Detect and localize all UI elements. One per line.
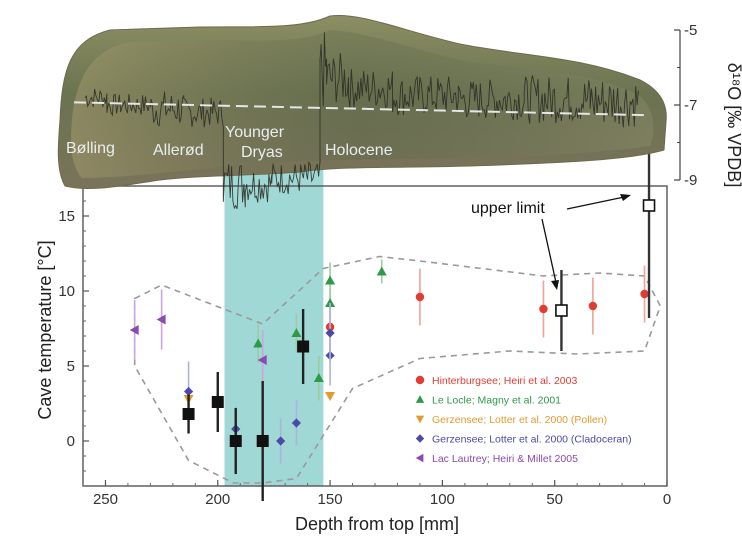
series-1 <box>253 259 387 401</box>
data-point <box>642 199 656 212</box>
data-point <box>555 304 568 317</box>
data-point <box>415 415 425 424</box>
y-axis-title: Cave temperature [°C] <box>35 240 55 419</box>
x-tick-label: 250 <box>93 491 118 508</box>
data-point <box>415 434 425 443</box>
series-0 <box>325 265 649 354</box>
y-tick-label: 0 <box>67 433 75 450</box>
data-point <box>156 314 166 325</box>
data-point <box>291 418 301 428</box>
isotope-tick-label: -9 <box>684 172 697 189</box>
data-point <box>376 266 387 276</box>
isotope-trend-line <box>73 101 646 117</box>
legend-label: Le Locle; Magny et al. 2001 <box>432 395 561 407</box>
data-point <box>256 435 269 447</box>
x-tick-label: 50 <box>546 491 563 508</box>
younger-dryas-band <box>224 150 324 486</box>
isotope-line <box>84 32 639 210</box>
upper-limit-arrow-1 <box>566 195 630 210</box>
data-point <box>588 301 598 311</box>
legend-label: Lac Lautrey; Heiri & Millet 2005 <box>432 453 578 465</box>
period-label-dryas: Dryas <box>241 144 283 161</box>
isotope-axis-title: δ¹⁸O [‰ VPDB] <box>724 63 742 188</box>
data-point <box>415 375 425 385</box>
data-point <box>313 373 324 382</box>
y-tick-label: 5 <box>67 358 75 375</box>
upper-limit-arrowhead-2 <box>551 280 559 290</box>
upper-limit-annotation: upper limit <box>471 194 631 290</box>
legend: Hinterburgsee; Heiri et al. 2003 Le Locle… <box>415 375 632 465</box>
isotope-tick-label: -5 <box>684 22 697 39</box>
series-5 <box>182 309 310 501</box>
legend-label: Gerzensee; Lotter et al. 2000 (Pollen) <box>432 414 607 426</box>
temperature-panel: 250 200 150 100 50 0 0 5 10 15 <box>58 93 671 508</box>
y-tick-label: 15 <box>58 208 75 225</box>
period-label-allerod: Allerød <box>153 142 204 159</box>
upper-limit-label: upper limit <box>471 200 545 217</box>
isotope-axis: -5 -7 -9 <box>674 22 697 189</box>
data-point <box>325 275 336 285</box>
data-point <box>640 289 649 299</box>
data-point <box>211 396 224 408</box>
stalagmite-texture <box>71 30 654 178</box>
data-point <box>183 386 194 397</box>
data-point <box>257 355 267 365</box>
legend-label: Gerzensee; Lotter et al. 2000 (Cladocera… <box>432 434 632 446</box>
x-tick-label: 0 <box>663 491 671 508</box>
data-point <box>325 298 336 307</box>
y-tick-label: 10 <box>58 283 75 300</box>
x-tick-label: 100 <box>430 491 455 508</box>
temperature-envelope <box>133 255 662 484</box>
data-point <box>325 392 336 401</box>
data-point <box>325 328 335 338</box>
upper-limit-arrow-2 <box>541 218 558 288</box>
period-label-holocene: Holocene <box>325 142 393 159</box>
data-point <box>415 292 425 302</box>
isotope-panel: -5 -7 -9 <box>57 14 697 210</box>
data-point <box>291 328 302 337</box>
isotope-tick-label: -7 <box>684 97 697 114</box>
data-point <box>297 340 310 353</box>
data-point <box>182 408 195 420</box>
x-axis: 250 200 150 100 50 0 <box>82 480 671 508</box>
data-point <box>415 395 425 403</box>
x-tick-label: 150 <box>318 491 343 508</box>
data-point <box>253 338 264 348</box>
data-point <box>415 453 424 463</box>
period-label-bolling: Bølling <box>66 140 115 157</box>
data-point <box>276 436 286 446</box>
period-label-younger: Younger <box>225 124 285 141</box>
data-point <box>539 304 548 314</box>
upper-limit-arrowhead-1 <box>620 194 631 201</box>
data-point <box>229 435 242 447</box>
legend-label: Hinterburgsee; Heiri et al. 2003 <box>432 375 577 387</box>
x-axis-title: Depth from top [mm] <box>295 514 459 534</box>
isotope-trace <box>84 32 639 210</box>
x-tick-label: 200 <box>205 491 230 508</box>
series-4 <box>129 289 267 390</box>
y-axis: 0 5 10 15 <box>58 200 89 472</box>
data-point <box>129 325 139 335</box>
